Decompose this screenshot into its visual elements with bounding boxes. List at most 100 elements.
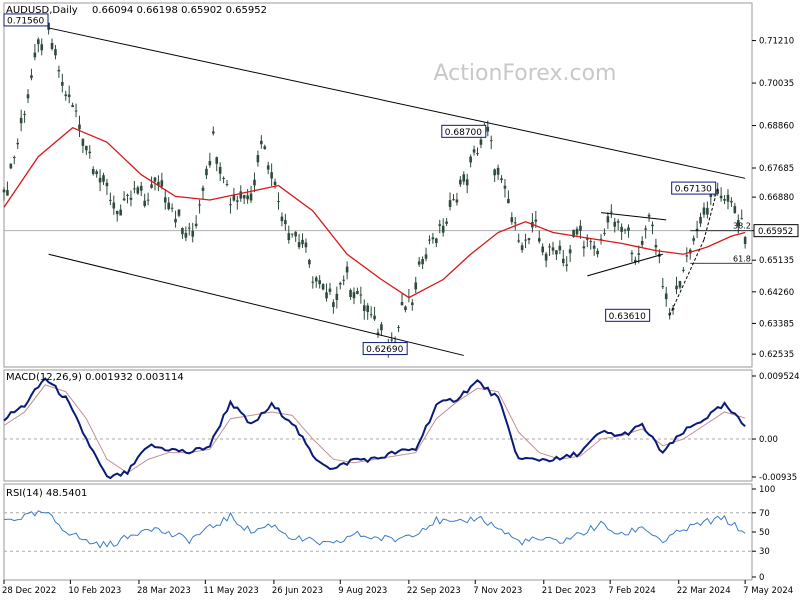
header-ohlc: 0.66094 0.66198 0.65902 0.65952 <box>92 5 267 16</box>
candle-body <box>366 305 370 313</box>
candle-body <box>572 229 575 237</box>
x-tick-label: 9 Aug 2023 <box>338 586 387 596</box>
candle-body <box>469 156 472 163</box>
candle-body <box>723 199 726 201</box>
candle-body <box>23 113 26 115</box>
candle-body <box>277 201 280 203</box>
candle-body <box>620 226 623 232</box>
candle-body <box>421 259 424 265</box>
rsi-y-tick-label: 70 <box>759 509 770 519</box>
candle-body <box>462 174 466 182</box>
candle-body <box>208 161 212 166</box>
x-tick-label: 22 Mar 2024 <box>677 586 731 596</box>
candle-body <box>88 151 92 154</box>
candle-body <box>489 140 493 142</box>
candle-body <box>163 197 167 203</box>
price-y-tick-label: 0.70035 <box>759 79 794 89</box>
annotation-layer: 38.2 61.8 0.71560 0.68700 0.67130 0.63610 0.62… <box>3 13 752 356</box>
price-candles <box>2 20 747 358</box>
candle-body <box>527 238 531 241</box>
candle-body <box>637 253 641 255</box>
candle-body <box>675 285 678 290</box>
candle-body <box>692 238 695 241</box>
price-y-tick-label: 0.63385 <box>759 319 794 329</box>
candle-body <box>126 194 129 196</box>
candle-body <box>136 187 140 194</box>
x-tick-label: 28 Dec 2022 <box>2 586 56 596</box>
candle-body <box>308 259 311 265</box>
candle-body <box>520 245 524 251</box>
candle-body <box>170 207 174 209</box>
candle-body <box>452 199 455 201</box>
price-label-text: 0.63610 <box>609 312 646 322</box>
candle-body <box>555 250 558 255</box>
candle-body <box>2 189 6 193</box>
candle-body <box>613 221 617 227</box>
x-tick-label: 7 Nov 2023 <box>473 586 522 596</box>
candle-body <box>218 166 222 174</box>
candle-body <box>260 140 263 145</box>
candle-body <box>194 223 198 227</box>
candle-body <box>54 49 57 56</box>
candle-body <box>390 339 394 341</box>
candle-body <box>64 94 68 97</box>
candle-body <box>242 195 246 199</box>
rsi-y-tick-label: 100 <box>759 485 775 495</box>
candle-body <box>459 179 462 185</box>
candle-body <box>115 210 119 215</box>
candle-body <box>6 190 9 196</box>
fib-level-label: 61.8 <box>733 254 751 263</box>
candle-body <box>167 202 170 210</box>
rsi-y-tick-label: 0 <box>759 573 764 583</box>
candle-body <box>445 221 448 224</box>
candle-body <box>47 22 50 30</box>
candle-body <box>239 191 243 199</box>
candle-body <box>603 232 606 234</box>
candle-body <box>616 221 620 223</box>
price-y-tick-label: 0.67685 <box>759 164 794 174</box>
candle-body <box>98 177 102 183</box>
rsi-panel-frame <box>3 483 753 581</box>
candle-body <box>349 289 352 297</box>
candle-body <box>146 199 150 201</box>
candle-body <box>270 172 273 179</box>
candle-body <box>232 194 236 201</box>
candle-body <box>37 39 40 45</box>
candle-body <box>133 188 136 190</box>
candle-body <box>706 207 709 215</box>
candle-body <box>301 239 304 245</box>
candle-body <box>273 181 277 186</box>
fib-level-label: 38.2 <box>733 222 751 231</box>
panel-frames <box>3 2 753 581</box>
candle-body <box>733 206 737 213</box>
candle-body <box>112 202 116 209</box>
candle-body <box>599 238 603 240</box>
channel-lower-line <box>48 253 464 356</box>
macd-y-tick-label: -0.00935 <box>759 473 797 483</box>
resistance-trend-line <box>703 187 719 240</box>
candle-body <box>558 245 562 251</box>
candle-body <box>647 214 651 217</box>
candle-body <box>181 228 184 235</box>
candle-body <box>678 281 682 288</box>
candle-body <box>225 183 229 185</box>
candle-body <box>50 42 54 49</box>
watermark-text: ActionForex.com <box>434 61 617 86</box>
rsi-y-tick-label: 50 <box>759 528 770 538</box>
price-y-tick-label: 0.64260 <box>759 288 794 298</box>
candle-body <box>397 327 400 329</box>
price-y-tick-label: 0.65135 <box>759 256 794 266</box>
candle-body <box>109 199 112 201</box>
candle-body <box>537 238 541 242</box>
candle-body <box>91 168 95 174</box>
candle-body <box>507 198 510 204</box>
candle-body <box>191 230 195 237</box>
candle-body <box>160 180 164 187</box>
candle-body <box>362 305 366 311</box>
rsi-title: RSI(14) 48.5401 <box>6 488 87 499</box>
candle-body <box>325 292 328 299</box>
candle-body <box>304 242 308 248</box>
candle-body <box>479 139 483 145</box>
candle-body <box>544 253 548 261</box>
candle-body <box>730 200 733 203</box>
